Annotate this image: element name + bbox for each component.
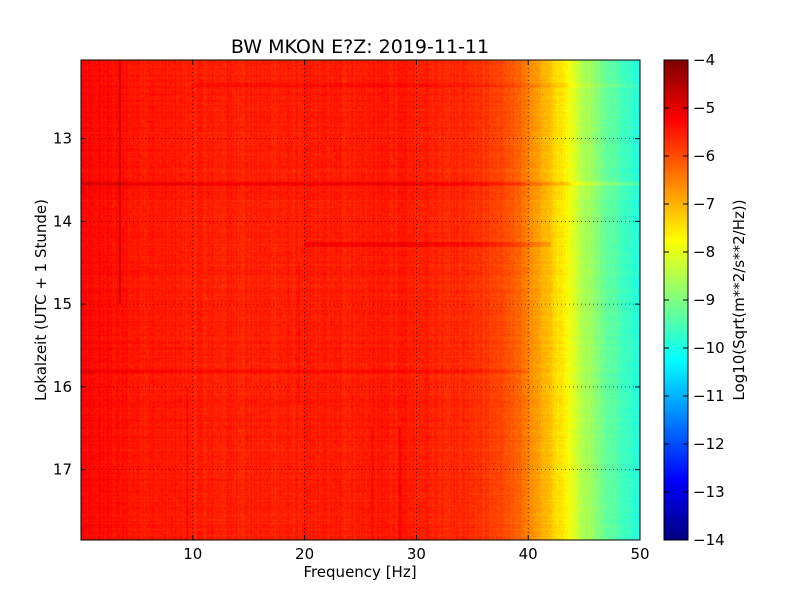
y-tick-label: 17 — [53, 461, 72, 479]
x-tick-label: 50 — [630, 545, 649, 563]
colorbar-tick-label: −9 — [693, 291, 715, 309]
grid-lines — [81, 60, 640, 540]
y-tick-label: 13 — [53, 130, 72, 148]
x-tick-label: 10 — [183, 545, 202, 563]
colorbar-tick-label: −10 — [693, 339, 725, 357]
colorbar-tick-label: −5 — [693, 99, 715, 117]
colorbar-tick-label: −11 — [693, 387, 725, 405]
plot-area: 10 20 30 40 50 13 14 15 16 17 — [53, 59, 650, 563]
x-axis: 10 20 30 40 50 — [183, 60, 650, 563]
colorbar-tick-label: −8 — [693, 243, 715, 261]
plot-frame — [80, 59, 641, 541]
y-tick-label: 15 — [53, 295, 72, 313]
chart-title: BW MKON E?Z: 2019-11-11 — [231, 36, 489, 58]
x-tick-label: 40 — [519, 545, 538, 563]
spectrogram-heatmap — [81, 60, 640, 540]
colorbar-tick-label: −12 — [693, 435, 725, 453]
x-axis-label: Frequency [Hz] — [303, 563, 416, 581]
x-tick-label: 20 — [295, 545, 314, 563]
y-tick-label: 14 — [53, 212, 72, 230]
x-tick-label: 30 — [407, 545, 426, 563]
y-axis-label: Lokalzeit (UTC + 1 Stunde) — [32, 199, 50, 401]
colorbar-ticks: −4 −5 −6 −7 −8 −9 −10 −11 −12 −13 −14 — [664, 51, 725, 549]
y-tick-label: 16 — [53, 378, 72, 396]
y-axis: 13 14 15 16 17 — [53, 130, 640, 479]
colorbar: −4 −5 −6 −7 −8 −9 −10 −11 −12 −13 −14 Log10(Sqrt(m… — [663, 51, 748, 549]
colorbar-tick-label: −14 — [693, 531, 725, 549]
colorbar-tick-label: −7 — [693, 195, 715, 213]
colorbar-tick-label: −6 — [693, 147, 715, 165]
colorbar-tick-label: −13 — [693, 483, 725, 501]
colorbar-label: Log10(Sqrt(m**2/s**2/Hz)) — [730, 199, 748, 400]
colorbar-tick-label: −4 — [693, 51, 715, 69]
